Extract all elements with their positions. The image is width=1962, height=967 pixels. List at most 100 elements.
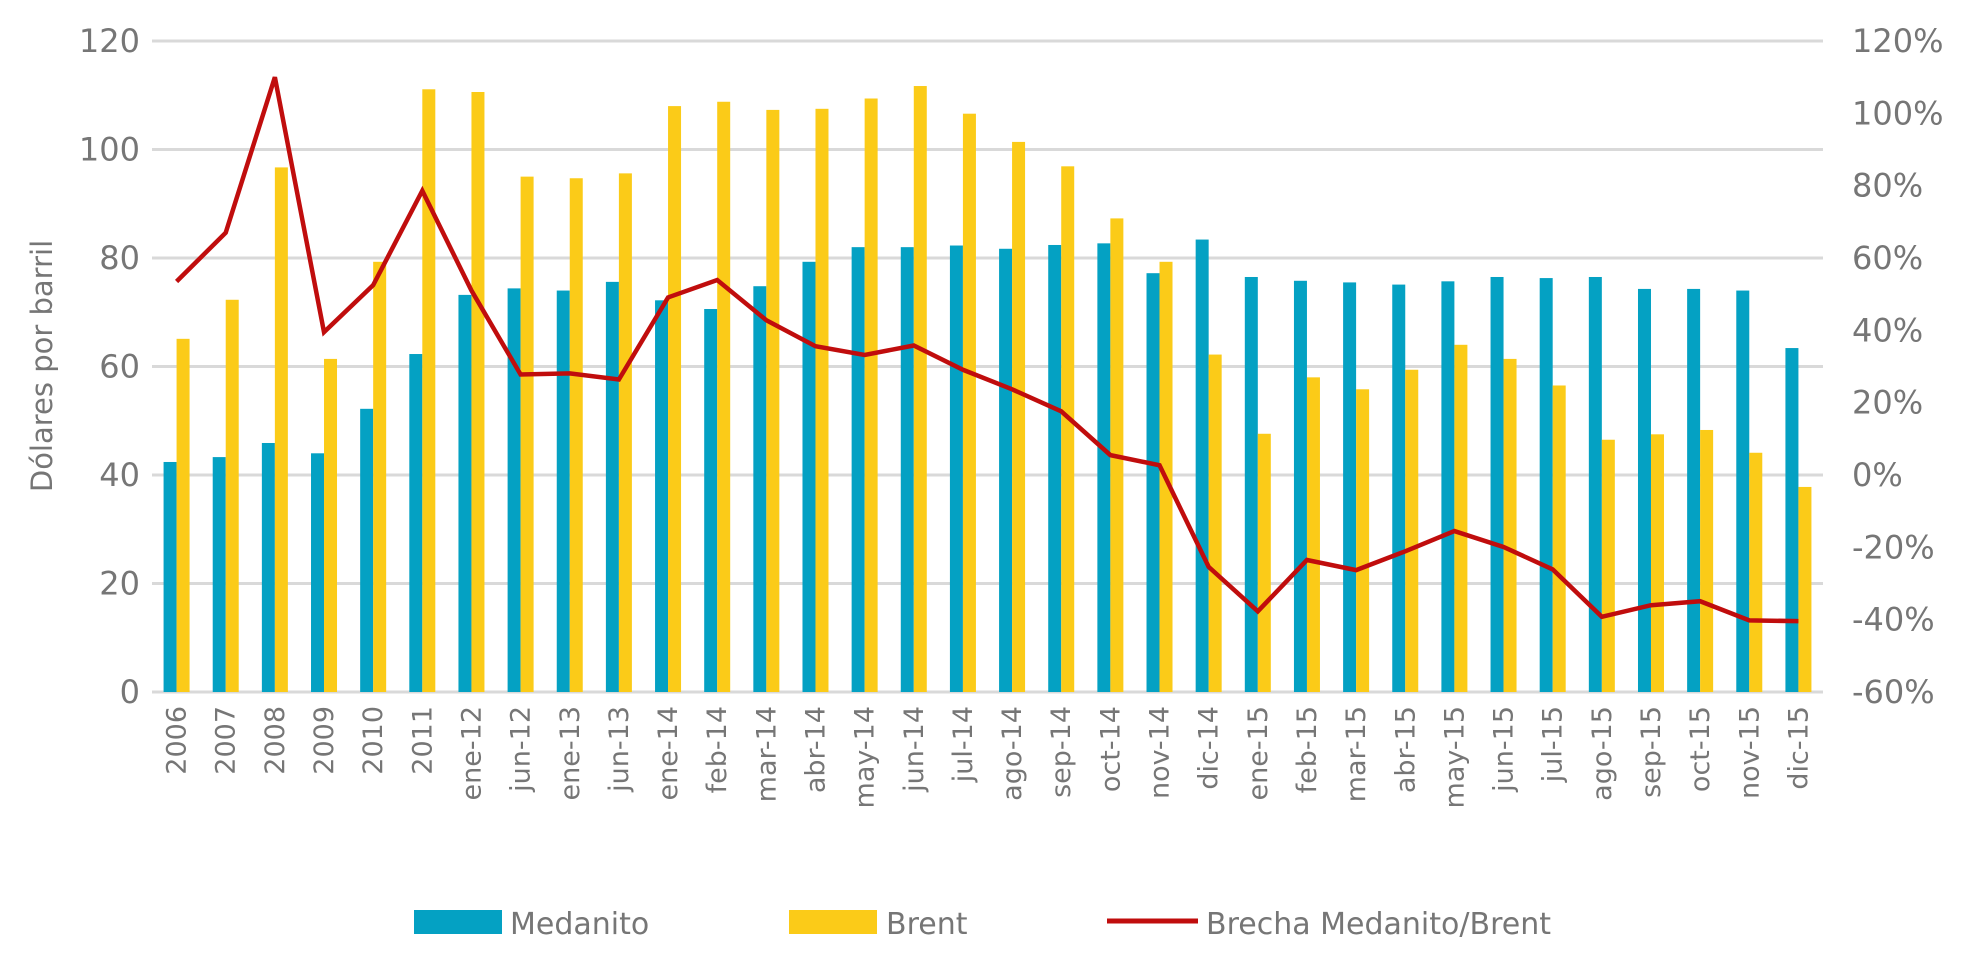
bar-brent <box>373 261 387 692</box>
x-tick-label: ene-12 <box>456 706 487 800</box>
bar-medanito <box>1293 280 1307 692</box>
bar-brent <box>864 98 878 692</box>
bar-brent <box>176 338 190 692</box>
bar-brent <box>1208 354 1222 692</box>
y-tick-label: 80 <box>99 239 140 277</box>
y2-tick-label: 20% <box>1852 384 1923 422</box>
x-tick-label: 2006 <box>162 706 193 775</box>
bar-medanito <box>1637 288 1651 692</box>
bar-brent <box>471 91 485 693</box>
x-tick-label: abr-14 <box>800 706 831 793</box>
bar-brent <box>668 106 682 693</box>
y-tick-label: 60 <box>99 348 140 386</box>
x-tick-label: mar-14 <box>751 706 782 802</box>
x-axis-ticks: 2006 2007 2008 2009 2010 2011 ene-12 jun-12 ene-… <box>162 706 1815 808</box>
bar-medanito <box>1146 273 1160 692</box>
x-tick-label: feb-14 <box>702 706 733 793</box>
bar-brent <box>1503 358 1517 692</box>
x-tick-label: 2011 <box>407 706 438 775</box>
y-axis-left-ticks: 0 20 40 60 80 100 120 <box>79 22 140 711</box>
bar-medanito <box>851 247 865 692</box>
bar-medanito <box>1441 281 1455 692</box>
x-tick-label: dic-14 <box>1194 706 1225 790</box>
y2-tick-label: 100% <box>1852 94 1943 132</box>
bar-medanito <box>1048 244 1062 693</box>
x-tick-label: ago-15 <box>1587 706 1618 801</box>
bar-medanito <box>802 261 816 692</box>
y2-tick-label: -60% <box>1852 673 1935 711</box>
gridlines <box>152 39 1823 694</box>
bar-medanito <box>900 247 914 692</box>
x-tick-label: jun-13 <box>604 706 635 793</box>
bar-brent <box>1356 389 1370 692</box>
x-tick-label: ene-15 <box>1243 706 1274 800</box>
legend-label-brecha: Brecha Medanito/Brent <box>1206 907 1551 942</box>
x-tick-label: 2009 <box>309 706 340 775</box>
y2-tick-label: 60% <box>1852 239 1923 277</box>
y-tick-label: 100 <box>79 131 140 169</box>
x-tick-label: 2010 <box>358 706 389 775</box>
bar-medanito <box>949 245 963 692</box>
x-tick-label: may-14 <box>850 706 881 808</box>
bar-brent <box>1012 141 1026 692</box>
x-tick-label: nov-15 <box>1734 706 1765 799</box>
y-tick-label: 20 <box>99 565 140 603</box>
x-tick-label: 2008 <box>260 706 291 775</box>
x-tick-label: dic-15 <box>1783 706 1814 790</box>
bar-medanito <box>1343 282 1357 692</box>
y-axis-title: Dólares por barril <box>25 240 59 492</box>
bar-medanito <box>704 308 718 692</box>
y2-tick-label: -40% <box>1852 601 1935 639</box>
y2-tick-label: 120% <box>1852 22 1943 60</box>
y2-tick-label: 0% <box>1852 456 1903 494</box>
bar-medanito <box>655 300 669 692</box>
bar-brent <box>569 178 583 692</box>
legend-swatch-medanito <box>414 910 502 934</box>
bar-medanito <box>556 290 570 692</box>
bar-brent <box>225 299 239 692</box>
x-tick-label: may-15 <box>1439 706 1470 808</box>
bar-medanito <box>1244 276 1258 692</box>
x-tick-label: jun-15 <box>1489 706 1520 793</box>
bar-medanito <box>1588 276 1602 692</box>
bar-medanito <box>1785 348 1799 692</box>
legend-label-brent: Brent <box>886 907 968 942</box>
y2-tick-label: -20% <box>1852 528 1935 566</box>
bar-brent <box>1798 486 1812 692</box>
bar-medanito <box>507 288 521 692</box>
x-tick-label: ago-14 <box>997 706 1028 801</box>
x-tick-label: abr-15 <box>1390 706 1421 793</box>
bar-medanito <box>1687 288 1701 692</box>
bar-medanito <box>1736 290 1750 692</box>
x-tick-label: jul-14 <box>948 706 979 783</box>
line-brecha <box>174 76 1799 624</box>
bar-medanito <box>753 286 767 692</box>
x-tick-label: ene-13 <box>555 706 586 800</box>
bars <box>163 86 1812 693</box>
y-tick-label: 120 <box>79 22 140 60</box>
x-tick-label: mar-15 <box>1341 706 1372 802</box>
bar-medanito <box>999 248 1013 692</box>
bar-medanito <box>212 457 226 692</box>
bar-brent <box>1454 344 1468 692</box>
bar-brent <box>274 167 288 693</box>
bar-brent <box>815 108 829 692</box>
x-tick-label: sep-15 <box>1636 706 1667 798</box>
x-tick-label: ene-14 <box>653 706 684 800</box>
bar-brent <box>520 176 534 692</box>
legend-label-medanito: Medanito <box>510 907 649 942</box>
bar-brent <box>1257 433 1271 692</box>
y2-tick-label: 80% <box>1852 167 1923 205</box>
line-series <box>174 76 1799 624</box>
x-tick-label: jul-15 <box>1538 706 1569 783</box>
bar-brent <box>1061 166 1075 692</box>
bar-brent <box>1552 385 1566 692</box>
bar-medanito <box>1195 239 1209 692</box>
bar-medanito <box>1097 243 1111 693</box>
bar-medanito <box>1490 276 1504 692</box>
bar-brent <box>1306 377 1320 692</box>
bar-medanito <box>163 461 177 692</box>
x-tick-label: 2007 <box>211 706 242 775</box>
x-tick-label: oct-14 <box>1095 706 1126 792</box>
x-tick-label: nov-14 <box>1145 706 1176 799</box>
